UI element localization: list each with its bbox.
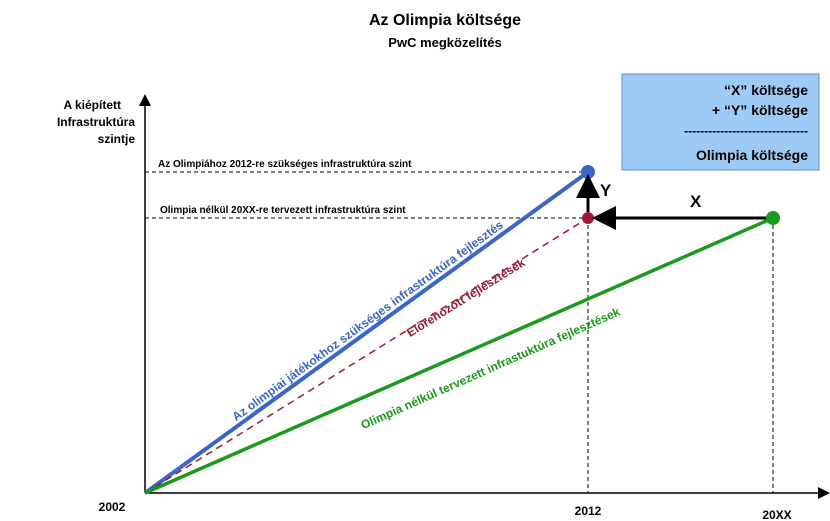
subtitle: PwC megközelítés bbox=[388, 35, 501, 50]
x-label: 2012 bbox=[575, 504, 602, 518]
y-label: Infrastruktúra bbox=[57, 115, 135, 129]
title: Az Olimpia költsége bbox=[369, 12, 521, 29]
blue-line bbox=[143, 170, 590, 495]
blue-dot bbox=[581, 165, 595, 179]
level-label: Olimpia nélkül 20XX-re tervezett infrast… bbox=[160, 205, 406, 216]
x-label: 20XX bbox=[762, 508, 791, 521]
level-label: Az Olimpiához 2012-re szükséges infrastr… bbox=[158, 159, 412, 170]
green-line bbox=[144, 216, 774, 495]
guides bbox=[145, 171, 774, 493]
box-line: + “Y” költsége bbox=[712, 102, 808, 118]
blue-line-label: Az olimpiai játékokhoz szükséges infrast… bbox=[229, 218, 506, 424]
y-label: A kiépített bbox=[63, 98, 121, 112]
box-line: ------------------------------- bbox=[684, 124, 808, 138]
x-label: 2002 bbox=[99, 500, 126, 514]
box-line: “X” költsége bbox=[724, 82, 808, 98]
legend-box bbox=[621, 73, 820, 171]
red-dot bbox=[582, 212, 594, 224]
y-arrow-label: Y bbox=[600, 181, 612, 200]
red-line-label: Előrehozott fejlesztések bbox=[404, 255, 528, 339]
x-arrow-label: X bbox=[690, 192, 702, 211]
green-dot bbox=[766, 211, 780, 225]
red-line bbox=[144, 217, 589, 494]
y-label: szintje bbox=[98, 132, 136, 146]
green-line-label: Olimpia nélkül tervezett infrastuktúra f… bbox=[359, 304, 623, 432]
box-line: Olimpia költsége bbox=[696, 147, 808, 163]
